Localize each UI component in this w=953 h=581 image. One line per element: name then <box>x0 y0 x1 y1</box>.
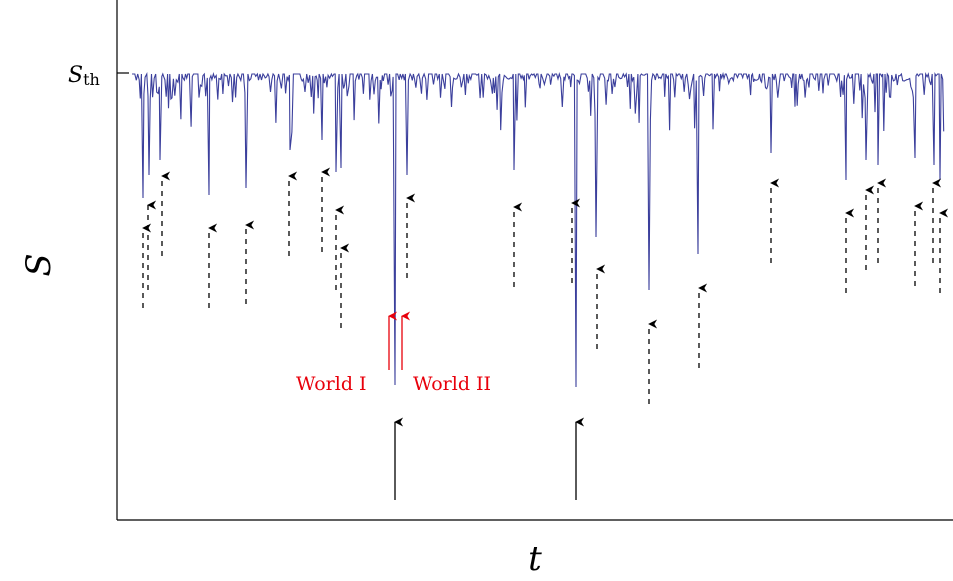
world-i-label: World I <box>296 373 367 395</box>
y-axis-label: S <box>19 253 59 276</box>
entropy-series-line <box>132 71 945 388</box>
x-axis-label: t <box>528 539 542 579</box>
threshold-tick-label: Sth <box>68 63 100 89</box>
threshold-tick-label-sub: th <box>83 70 100 89</box>
world-ii-label: World II <box>413 373 491 395</box>
threshold-tick-label-main: S <box>68 63 83 88</box>
dip-arrows <box>142 167 949 500</box>
